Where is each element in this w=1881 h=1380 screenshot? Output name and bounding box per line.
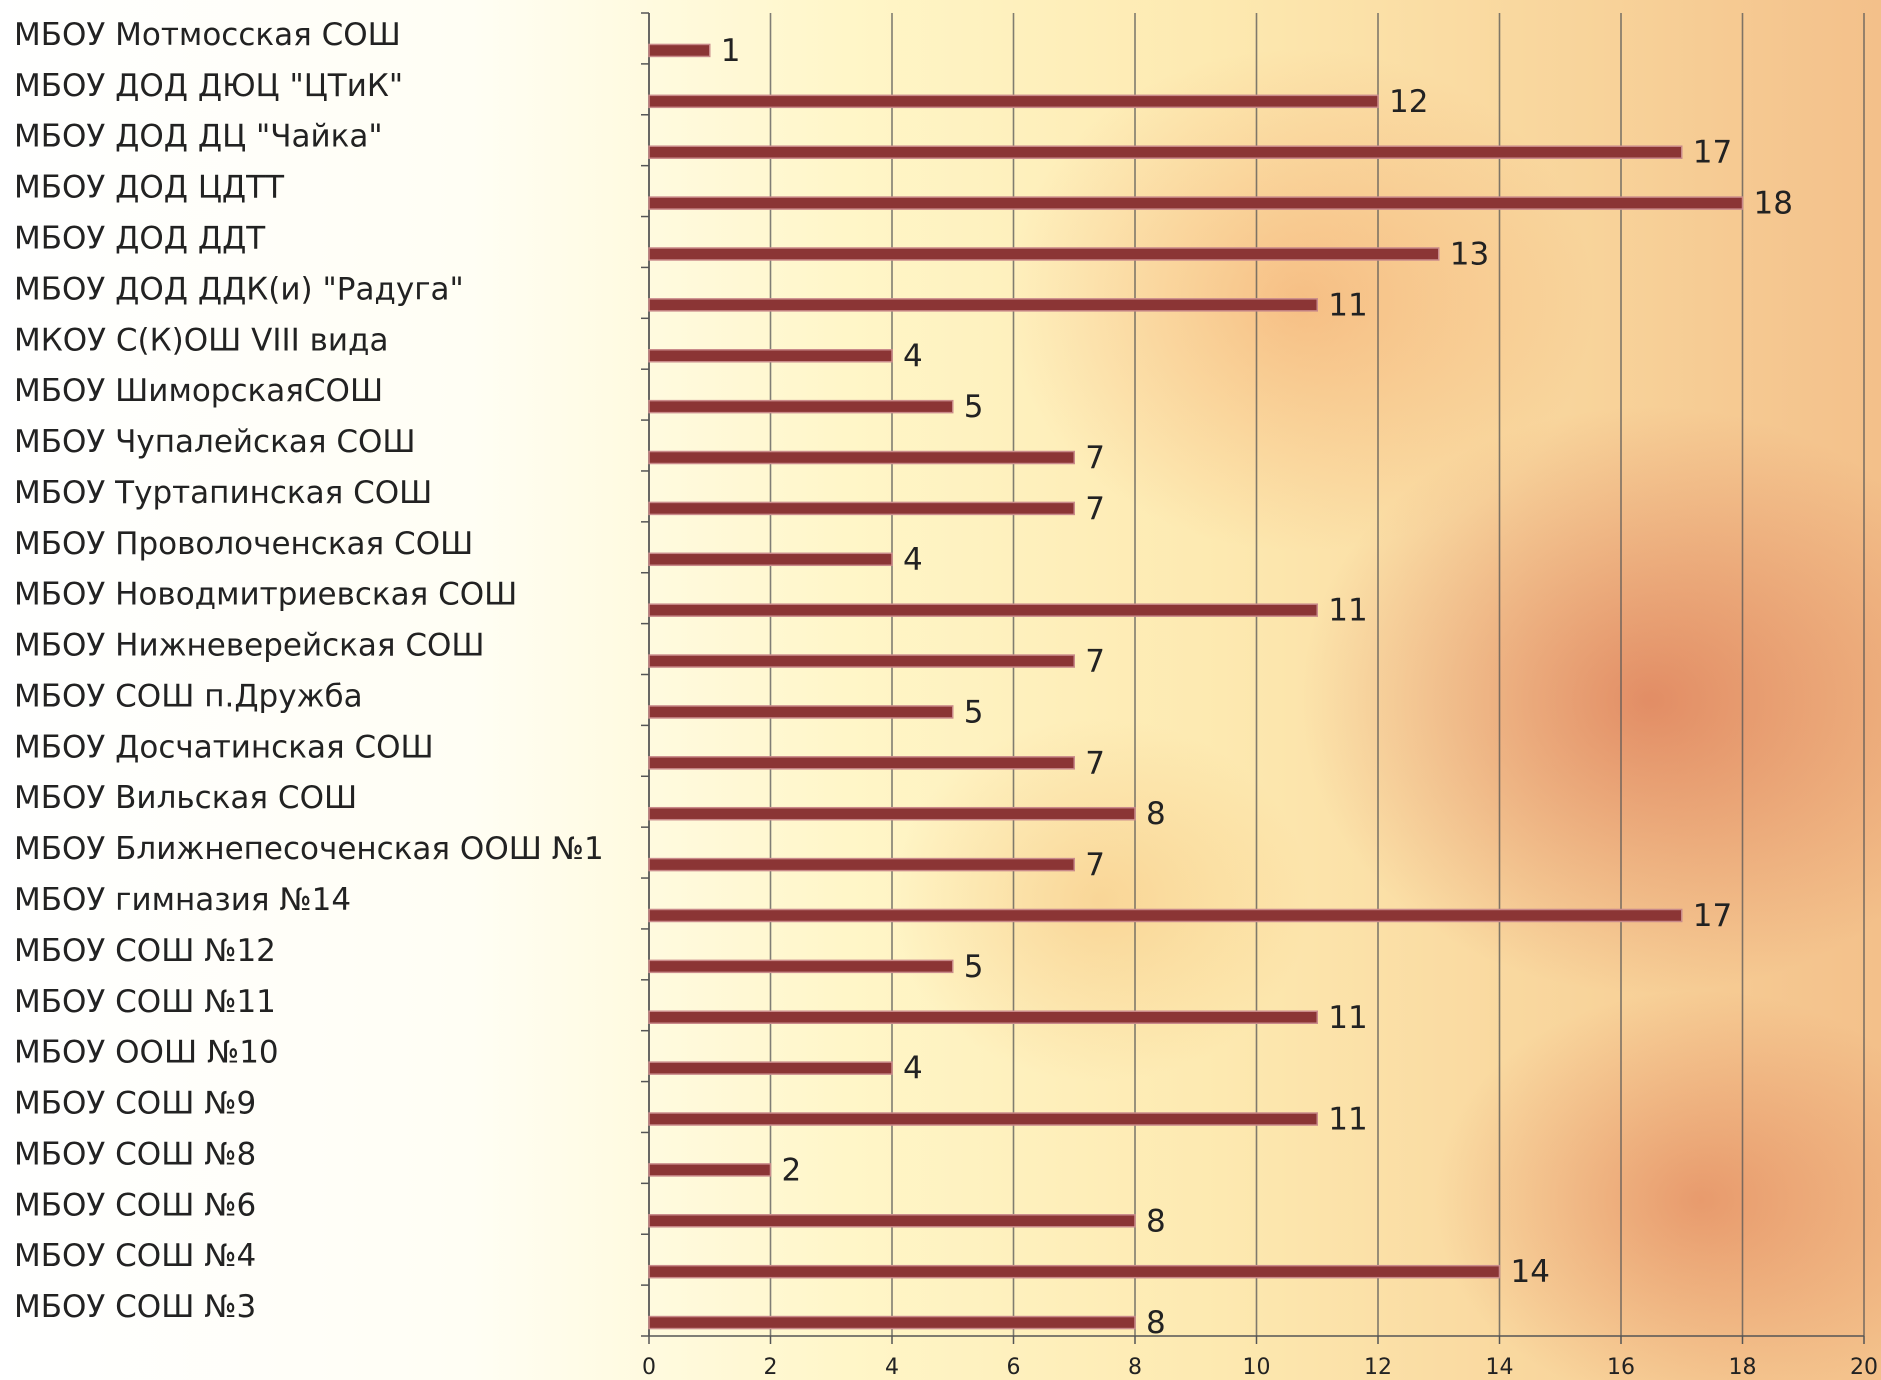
bar — [648, 1061, 893, 1075]
x-tick-label: 20 — [1850, 1355, 1878, 1380]
x-tick-label: 6 — [1007, 1355, 1021, 1380]
bar — [648, 145, 1683, 159]
y-tick-label: МБОУ СОШ №6 — [14, 1187, 256, 1223]
data-label: 1 — [721, 33, 741, 69]
bar — [648, 399, 954, 414]
y-tick-label: МБОУ СОШ п.Дружба — [14, 678, 363, 714]
bar — [648, 349, 893, 363]
y-tick-label: МБОУ Ближнепесоченская ООШ №1 — [14, 831, 604, 867]
bar — [648, 1214, 1136, 1228]
bar — [648, 196, 1744, 210]
data-label: 7 — [1085, 491, 1105, 527]
bar — [648, 603, 1318, 617]
bar — [648, 1112, 1318, 1126]
data-label: 7 — [1085, 847, 1105, 883]
data-label: 5 — [964, 389, 984, 425]
y-tick-label: МБОУ Мотмосская СОШ — [14, 17, 401, 53]
y-tick-label: МБОУ ДОД ДЦ "Чайка" — [14, 119, 383, 155]
y-tick-label: МБОУ ДОД ДЮЦ "ЦТиК" — [14, 68, 403, 104]
data-label: 14 — [1511, 1254, 1550, 1290]
x-tick-label: 16 — [1607, 1355, 1635, 1380]
bar — [648, 857, 1075, 872]
y-tick-label: МБОУ ДОД ДДК(и) "Радуга" — [14, 271, 464, 307]
x-tick-label: 4 — [885, 1355, 899, 1380]
bar — [648, 1315, 1136, 1330]
y-tick-label: МБОУ Вильская СОШ — [14, 780, 357, 816]
y-tick-label: МБОУ ДОД ЦДТТ — [14, 170, 285, 206]
data-label: 11 — [1328, 593, 1367, 629]
x-tick-label: 14 — [1486, 1355, 1514, 1380]
y-tick-label: МБОУ гимназия №14 — [14, 882, 351, 918]
data-label: 17 — [1693, 898, 1732, 934]
bar — [648, 298, 1318, 312]
bar — [648, 756, 1075, 770]
y-tick-label: МБОУ СОШ №11 — [14, 984, 276, 1020]
x-tick-label: 18 — [1729, 1355, 1757, 1380]
data-label: 12 — [1389, 84, 1428, 120]
bar — [648, 247, 1440, 261]
bar — [648, 705, 954, 719]
data-label: 17 — [1693, 135, 1732, 171]
bar — [648, 654, 1075, 668]
y-tick-label: МБОУ Досчатинская СОШ — [14, 729, 434, 765]
data-label: 8 — [1146, 796, 1166, 832]
y-tick-label: МБОУ Новодмитриевская СОШ — [14, 577, 517, 613]
y-tick-label: МКОУ С(К)ОШ VIII вида — [14, 322, 388, 358]
x-tick-label: 10 — [1243, 1355, 1271, 1380]
data-label: 7 — [1085, 745, 1105, 781]
y-tick-label: МБОУ Туртапинская СОШ — [14, 475, 432, 511]
y-tick-label: МБОУ Нижневерейская СОШ — [14, 628, 485, 664]
data-label: 5 — [964, 694, 984, 730]
y-tick-label: МБОУ СОШ №9 — [14, 1086, 256, 1122]
y-tick-label: МБОУ ШиморскаяСОШ — [14, 373, 383, 409]
y-tick-label: МБОУ ДОД ДДТ — [14, 220, 266, 256]
bar — [648, 908, 1683, 923]
bar — [648, 959, 954, 974]
bar — [648, 1264, 1501, 1279]
data-label: 18 — [1754, 186, 1793, 222]
bar — [648, 43, 711, 58]
bar — [648, 552, 893, 567]
data-label: 11 — [1328, 1102, 1367, 1138]
y-tick-label: МБОУ СОШ №8 — [14, 1136, 256, 1172]
data-label: 4 — [903, 1051, 923, 1087]
data-label: 13 — [1450, 236, 1489, 272]
data-label: 4 — [903, 542, 923, 578]
data-label: 8 — [1146, 1305, 1166, 1341]
y-tick-label: МБОУ СОШ №12 — [14, 933, 276, 969]
data-label: 8 — [1146, 1203, 1166, 1239]
bar — [648, 1010, 1318, 1024]
data-label: 4 — [903, 338, 923, 374]
x-tick-label: 12 — [1364, 1355, 1392, 1380]
x-tick-label: 2 — [764, 1355, 778, 1380]
y-tick-label: МБОУ Проволоченская СОШ — [14, 526, 473, 562]
y-tick-label: МБОУ СОШ №4 — [14, 1238, 256, 1274]
bar — [648, 1163, 772, 1177]
bar — [648, 501, 1075, 516]
bar — [648, 450, 1075, 465]
y-tick-label: МБОУ СОШ №3 — [14, 1289, 256, 1325]
data-label: 11 — [1328, 287, 1367, 323]
y-tick-label: МБОУ Чупалейская СОШ — [14, 424, 416, 460]
data-label: 7 — [1085, 644, 1105, 680]
x-tick-label: 8 — [1128, 1355, 1142, 1380]
data-label: 5 — [964, 949, 984, 985]
y-tick-label: МБОУ ООШ №10 — [14, 1035, 279, 1071]
data-label: 2 — [782, 1152, 802, 1188]
x-tick-label: 0 — [642, 1355, 656, 1380]
bar — [648, 806, 1136, 821]
data-label: 11 — [1328, 1000, 1367, 1036]
bar — [648, 94, 1379, 109]
data-label: 7 — [1085, 440, 1105, 476]
